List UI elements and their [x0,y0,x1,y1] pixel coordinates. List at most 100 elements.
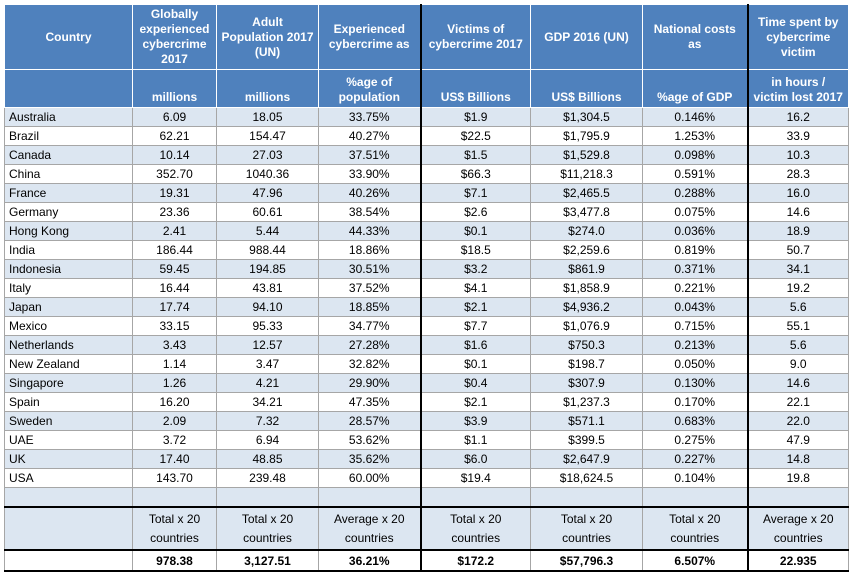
country-cell: UK [4,449,133,469]
header-unit: US$ Billions [419,69,531,108]
national-cost-cell: 0.819% [642,240,748,260]
time-spent-cell: 5.6 [746,297,849,317]
percent-cell: 18.85% [318,297,421,317]
victims-cost-cell: $1.6 [419,335,531,355]
experienced-cell: 10.14 [132,145,217,165]
header-title: Globally experienced cybercrime 2017 [132,4,217,70]
time-spent-cell: 55.1 [746,316,849,336]
header-title: Country [4,4,133,70]
population-cell: 6.94 [216,430,319,450]
national-cost-cell: 0.043% [642,297,748,317]
gdp-cell: $3,477.8 [530,202,643,222]
time-spent-cell: 18.9 [746,221,849,241]
table-row: China 352.70 1040.36 33.90% $66.3 $11,218.3 0.… [4,164,849,184]
table-row: UAE 3.72 6.94 53.62% $1.1 $399.5 0.275% 47.9 [4,430,849,450]
blank-row [4,487,849,508]
time-spent-cell: 14.8 [746,449,849,469]
header-unit: US$ Billions [530,69,643,108]
table-row: UK 17.40 48.85 35.62% $6.0 $2,647.9 0.227% 14.8 [4,449,849,469]
population-cell: 60.61 [216,202,319,222]
time-spent-cell: 9.0 [746,354,849,374]
experienced-cell: 16.20 [132,392,217,412]
footer-label: Total x 20 countries [642,506,748,551]
victims-cost-cell: $0.1 [419,354,531,374]
time-spent-cell: 5.6 [746,335,849,355]
population-cell: 4.21 [216,373,319,393]
national-cost-cell: 0.227% [642,449,748,469]
victims-cost-cell: $4.1 [419,278,531,298]
country-cell: India [4,240,133,260]
population-cell: 5.44 [216,221,319,241]
experienced-cell: 62.21 [132,126,217,146]
national-cost-cell: 0.146% [642,107,748,127]
victims-cost-cell: $7.1 [419,183,531,203]
population-cell: 94.10 [216,297,319,317]
population-cell: 43.81 [216,278,319,298]
country-cell: Sweden [4,411,133,431]
percent-cell: 34.77% [318,316,421,336]
population-cell: 194.85 [216,259,319,279]
table-body: Australia 6.09 18.05 33.75% $1.9 $1,304.5 0.14… [4,107,849,488]
footer-value: 36.21% [318,549,421,572]
population-cell: 3.47 [216,354,319,374]
gdp-cell: $571.1 [530,411,643,431]
footer-value: $172.2 [419,549,531,572]
time-spent-cell: 47.9 [746,430,849,450]
table-row: Brazil 62.21 154.47 40.27% $22.5 $1,795.9 1.25… [4,126,849,146]
time-spent-cell: 19.8 [746,468,849,488]
footer-label: Average x 20 countries [746,506,849,551]
time-spent-cell: 28.3 [746,164,849,184]
footer-label: Total x 20 countries [530,506,643,551]
gdp-cell: $861.9 [530,259,643,279]
country-cell: Australia [4,107,133,127]
victims-cost-cell: $3.2 [419,259,531,279]
percent-cell: 33.90% [318,164,421,184]
national-cost-cell: 0.036% [642,221,748,241]
gdp-cell: $198.7 [530,354,643,374]
time-spent-cell: 16.2 [746,107,849,127]
national-cost-cell: 0.371% [642,259,748,279]
percent-cell: 37.51% [318,145,421,165]
country-cell: UAE [4,430,133,450]
time-spent-cell: 33.9 [746,126,849,146]
country-cell: Germany [4,202,133,222]
victims-cost-cell: $1.1 [419,430,531,450]
victims-cost-cell: $18.5 [419,240,531,260]
time-spent-cell: 14.6 [746,373,849,393]
percent-cell: 18.86% [318,240,421,260]
footer-value: $57,796.3 [530,549,643,572]
footer-label: Total x 20 countries [419,506,531,551]
victims-cost-cell: $0.4 [419,373,531,393]
national-cost-cell: 0.221% [642,278,748,298]
victims-cost-cell: $2.6 [419,202,531,222]
time-spent-cell: 14.6 [746,202,849,222]
footer-value: 22.935 [746,549,849,572]
time-spent-cell: 19.2 [746,278,849,298]
experienced-cell: 143.70 [132,468,217,488]
footer-value: 3,127.51 [216,549,319,572]
gdp-cell: $307.9 [530,373,643,393]
victims-cost-cell: $19.4 [419,468,531,488]
table-row: Sweden 2.09 7.32 28.57% $3.9 $571.1 0.683% 22.0 [4,411,849,431]
population-cell: 27.03 [216,145,319,165]
table-row: Australia 6.09 18.05 33.75% $1.9 $1,304.5 0.14… [4,107,849,127]
percent-cell: 28.57% [318,411,421,431]
victims-cost-cell: $66.3 [419,164,531,184]
victims-cost-cell: $1.9 [419,107,531,127]
table-row: New Zealand 1.14 3.47 32.82% $0.1 $198.7 0.050… [4,354,849,374]
table-row: USA 143.70 239.48 60.00% $19.4 $18,624.5 0.104… [4,468,849,488]
experienced-cell: 2.09 [132,411,217,431]
population-cell: 48.85 [216,449,319,469]
experienced-cell: 1.26 [132,373,217,393]
cybercrime-table: Country Globally experienced cybercrime … [4,4,849,572]
header-unit: %age of GDP [642,69,748,108]
gdp-cell: $1,076.9 [530,316,643,336]
percent-cell: 32.82% [318,354,421,374]
time-spent-cell: 22.0 [746,411,849,431]
gdp-cell: $1,795.9 [530,126,643,146]
country-cell: France [4,183,133,203]
header-title: Experienced cybercrime as [318,4,421,70]
population-cell: 154.47 [216,126,319,146]
percent-cell: 47.35% [318,392,421,412]
country-cell: China [4,164,133,184]
